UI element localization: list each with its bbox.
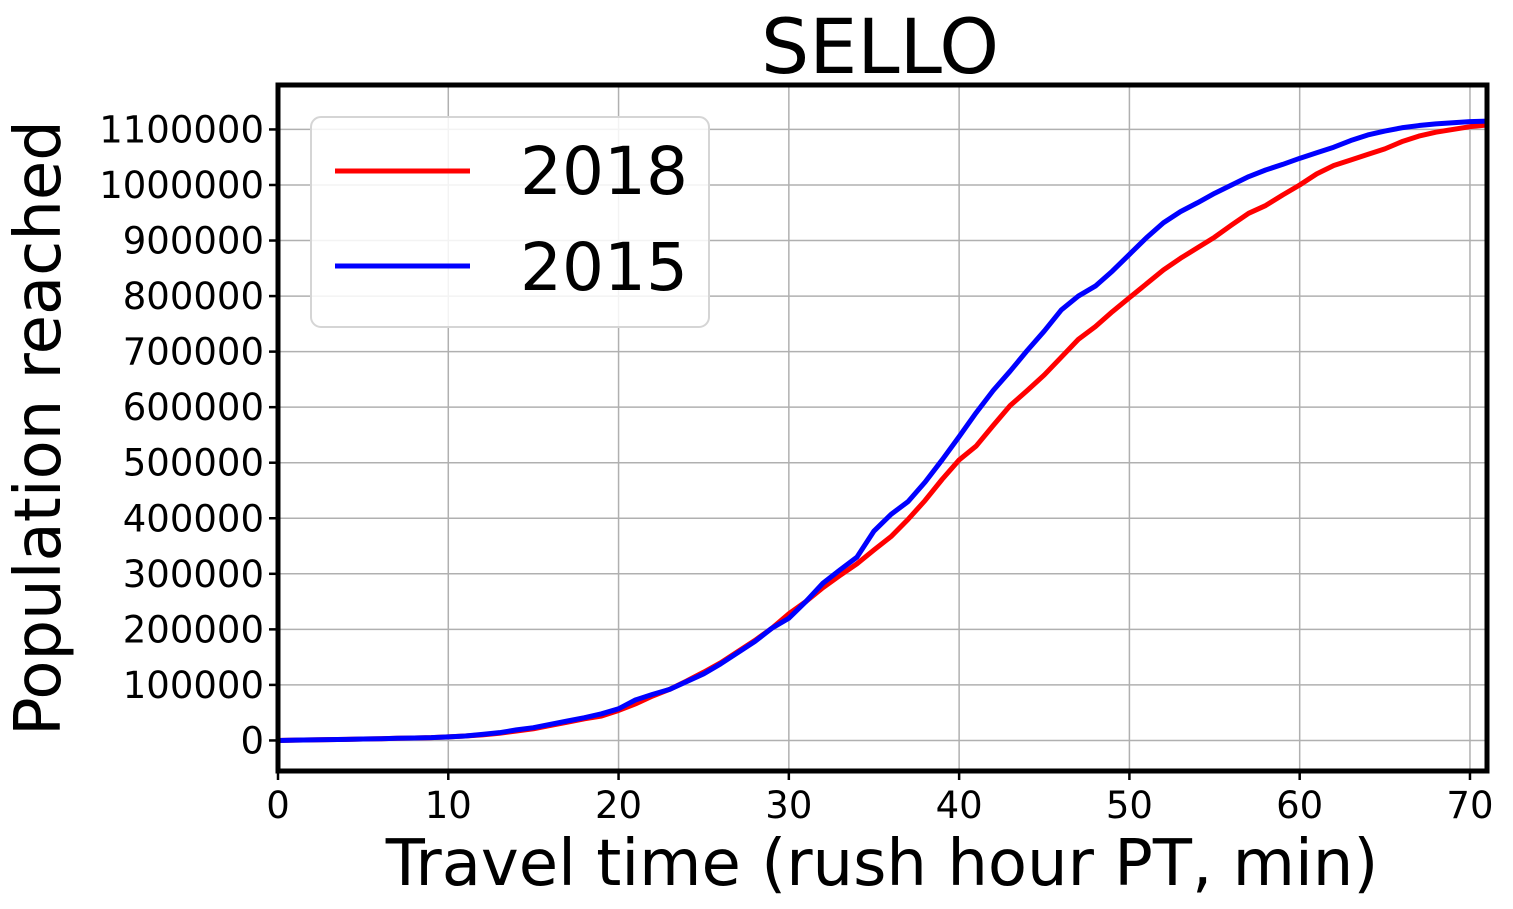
legend: 2018 2015: [310, 116, 710, 328]
x-tick-label: 40: [936, 784, 983, 827]
x-tick-label: 70: [1446, 784, 1493, 827]
x-tick-label: 20: [595, 784, 642, 827]
legend-label-2018: 2018: [520, 133, 688, 210]
x-tick-label: 50: [1106, 784, 1153, 827]
series-line-2015: [275, 118, 1490, 743]
series-layer: [275, 118, 1490, 743]
x-axis-title: Travel time (rush hour PT, min): [385, 827, 1379, 901]
y-tick-label: 1000000: [99, 164, 264, 207]
y-tick-label: 600000: [123, 386, 264, 429]
y-axis-ticks: 0 100000 200000 300000 400000 500000 600000 700…: [99, 108, 278, 762]
y-tick-label: 100000: [123, 664, 264, 707]
x-axis-ticks: 0 10 20 30 40 50 60 70: [266, 771, 1494, 827]
y-tick-label: 400000: [123, 497, 264, 540]
x-tick-label: 30: [765, 784, 812, 827]
x-tick-label: 0: [266, 784, 290, 827]
y-tick-label: 1100000: [99, 108, 264, 151]
plot-frame: [275, 82, 1490, 774]
legend-label-2015: 2015: [520, 229, 688, 306]
y-tick-label: 800000: [123, 275, 264, 318]
y-axis-title: Population reached: [2, 120, 76, 736]
x-tick-label: 10: [425, 784, 472, 827]
y-tick-label: 700000: [123, 331, 264, 374]
y-tick-label: 0: [240, 719, 264, 762]
chart-title: SELLO: [761, 2, 999, 91]
y-tick-label: 500000: [123, 442, 264, 485]
y-tick-label: 300000: [123, 553, 264, 596]
x-tick-label: 60: [1276, 784, 1323, 827]
y-tick-label: 200000: [123, 608, 264, 651]
y-tick-label: 900000: [123, 220, 264, 263]
